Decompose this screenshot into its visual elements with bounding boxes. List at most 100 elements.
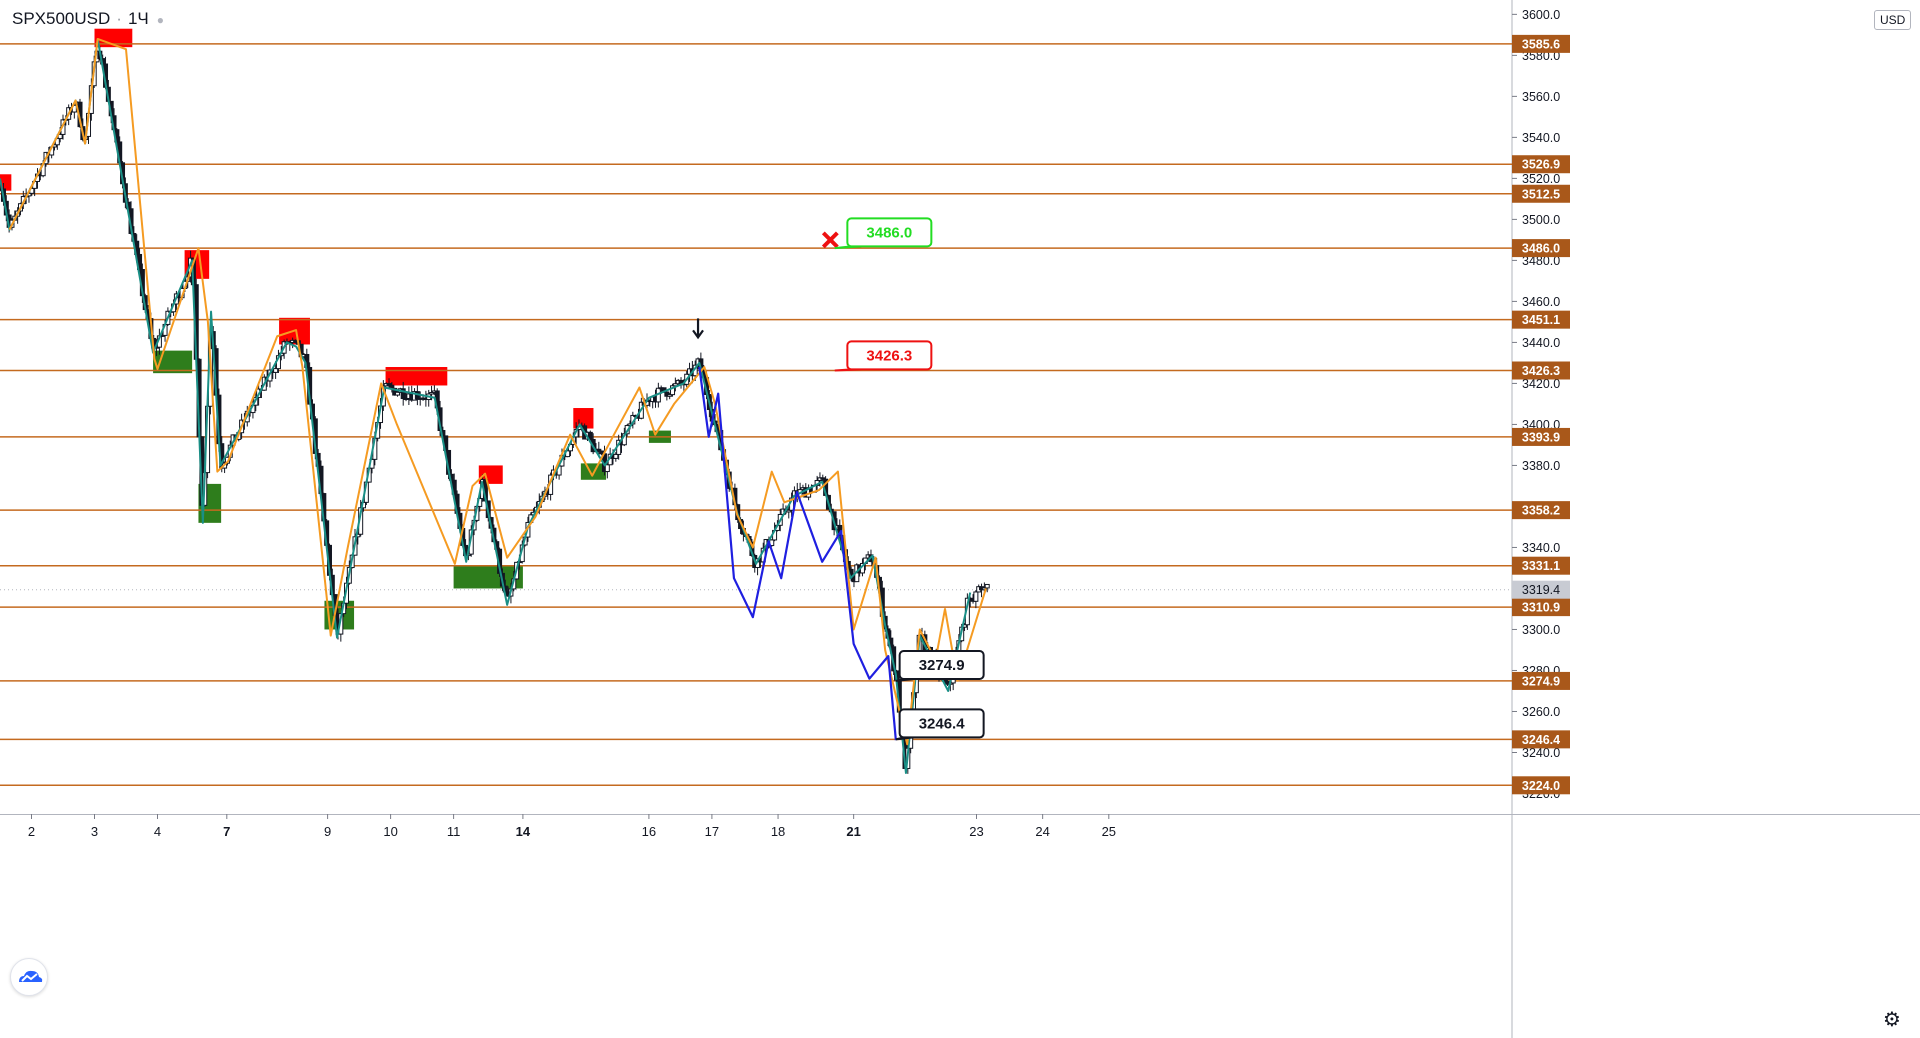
callout-box (898, 649, 985, 680)
time-tick-label: 25 (1102, 824, 1116, 839)
candle-body (386, 383, 392, 386)
level-price-label: 3526.9 (1522, 158, 1560, 172)
price-tick-label: 3300.0 (1522, 623, 1560, 637)
time-tick-label: 14 (516, 824, 531, 839)
candle-body (820, 477, 826, 480)
price-tick-label: 3440.0 (1522, 336, 1560, 350)
supply-zone (573, 408, 594, 429)
callout-label: 3486.0 (866, 224, 912, 241)
time-tick-label: 9 (324, 824, 331, 839)
callout-box (846, 340, 933, 371)
level-price-badge (1512, 361, 1570, 380)
callout-label: 3274.9 (919, 657, 965, 674)
time-tick-label: 16 (642, 824, 656, 839)
symbol-name: SPX500USD (12, 9, 111, 28)
time-tick-label: 4 (154, 824, 161, 839)
candle-body (273, 368, 279, 373)
level-price-label: 3451.1 (1522, 313, 1560, 327)
cloud-logo-icon (19, 970, 43, 982)
callout-box (898, 708, 985, 739)
level-price-label: 3331.1 (1522, 559, 1560, 573)
time-tick-label: 17 (705, 824, 719, 839)
zigzag-orange-line (8, 37, 987, 746)
candle-body (667, 394, 673, 397)
supply-zone (0, 174, 12, 191)
zigzag-teal-line (0, 37, 972, 774)
level-price-label: 3274.9 (1522, 674, 1560, 688)
level-price-label: 3585.6 (1522, 37, 1560, 51)
cross-marker-icon (821, 231, 839, 249)
price-tick-label: 3520.0 (1522, 172, 1560, 186)
price-tick-label: 3480.0 (1522, 254, 1560, 268)
level-price-badge (1512, 501, 1570, 520)
currency-button[interactable]: USD (1874, 10, 1912, 30)
tradingview-logo[interactable] (10, 958, 48, 996)
status-dot-icon: ● (156, 12, 164, 27)
price-tick-label: 3500.0 (1522, 213, 1560, 227)
level-price-label: 3512.5 (1522, 187, 1560, 201)
level-price-label: 3246.4 (1522, 733, 1560, 747)
time-tick-label: 2 (28, 824, 35, 839)
arrow-down-icon (692, 318, 704, 340)
price-tick-label: 3380.0 (1522, 459, 1560, 473)
price-tick-label: 3560.0 (1522, 90, 1560, 104)
price-tick-label: 3260.0 (1522, 705, 1560, 719)
callout-label: 3426.3 (866, 347, 912, 364)
level-price-badge (1512, 155, 1570, 174)
level-price-badge (1512, 730, 1570, 749)
level-price-badge (1512, 34, 1570, 53)
level-price-label: 3224.0 (1522, 779, 1560, 793)
price-tick-label: 3420.0 (1522, 377, 1560, 391)
time-tick-label: 24 (1035, 824, 1049, 839)
last-price-label: 3319.4 (1522, 583, 1560, 597)
level-price-badge (1512, 310, 1570, 329)
time-tick-label: 23 (969, 824, 983, 839)
time-tick-label: 3 (91, 824, 98, 839)
level-price-badge (1512, 776, 1570, 795)
callout-box (846, 217, 933, 248)
candles-group (0, 46, 990, 774)
level-price-label: 3426.3 (1522, 364, 1560, 378)
candle-body (670, 385, 676, 396)
level-price-badge (1512, 184, 1570, 203)
callout-label: 3246.4 (919, 715, 966, 732)
candle-body (587, 431, 593, 440)
level-price-label: 3393.9 (1522, 430, 1560, 444)
candle-body (395, 391, 401, 396)
price-tick-label: 3600.0 (1522, 8, 1560, 22)
level-price-badge (1512, 239, 1570, 258)
level-price-label: 3358.2 (1522, 504, 1560, 518)
level-price-label: 3310.9 (1522, 601, 1560, 615)
level-price-badge (1512, 671, 1570, 690)
candle-body (604, 464, 610, 473)
candle-body (596, 448, 602, 452)
price-tick-label: 3460.0 (1522, 295, 1560, 309)
price-tick-label: 3240.0 (1522, 746, 1560, 760)
symbol-title[interactable]: SPX500USD · 1Ч ● (12, 9, 164, 29)
price-tick-label: 3540.0 (1522, 131, 1560, 145)
time-tick-label: 11 (447, 824, 461, 839)
interval-label: 1Ч (127, 9, 149, 28)
last-price-badge (1512, 580, 1570, 599)
candle-body (613, 453, 619, 459)
projection-blue-line (698, 366, 897, 741)
candle-body (973, 591, 979, 602)
candle-body (664, 391, 670, 397)
supply-zone (385, 367, 448, 386)
level-price-badge (1512, 556, 1570, 575)
candle-body (786, 509, 792, 513)
candle-body (429, 392, 435, 395)
level-price-badge (1512, 427, 1570, 446)
title-separator: · (116, 9, 122, 28)
candle-body (400, 388, 406, 400)
level-price-badge (1512, 598, 1570, 617)
supply-zone (94, 28, 133, 48)
time-tick-label: 10 (383, 824, 397, 839)
settings-gear-icon[interactable]: ⚙ (1883, 1009, 1901, 1031)
time-tick-label: 21 (846, 824, 860, 839)
candle-body (392, 387, 398, 396)
price-tick-label: 3340.0 (1522, 541, 1560, 555)
candle-body (984, 583, 990, 589)
